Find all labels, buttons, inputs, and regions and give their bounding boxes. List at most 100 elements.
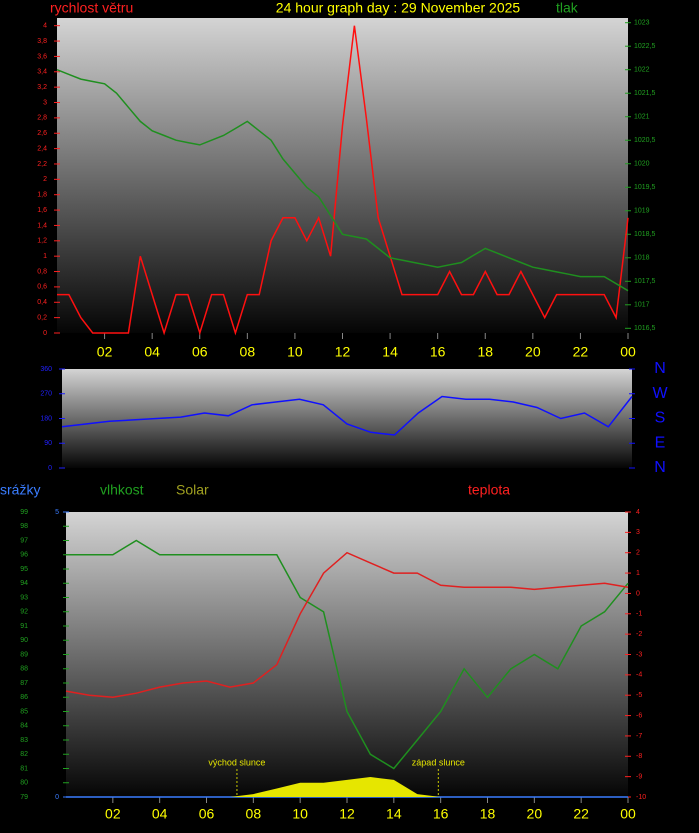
y-tick-label: 2,6 (37, 130, 47, 137)
y-tick-label: 3,2 (37, 84, 47, 91)
y-tick-label: W (652, 385, 668, 402)
y-tick-label: N (654, 459, 666, 476)
x-tick-label: 22 (573, 344, 589, 360)
x-tick-label: 02 (105, 806, 121, 822)
y-tick-label: -6 (636, 712, 642, 719)
x-tick-label: 18 (477, 344, 493, 360)
x-tick-label: 20 (525, 344, 541, 360)
y-tick-label: 3 (43, 99, 47, 106)
y-tick-label: -2 (636, 631, 642, 638)
y-tick-label: 4 (636, 509, 640, 516)
x-tick-label: 08 (246, 806, 262, 822)
x-tick-label: 04 (152, 806, 168, 822)
series-label: vlhkost (100, 482, 144, 498)
y-tick-label: 1017,5 (634, 278, 656, 285)
series-label: tlak (556, 0, 579, 16)
y-tick-label: 84 (20, 723, 28, 730)
series-label: teplota (468, 482, 510, 498)
y-tick-label: 95 (20, 566, 28, 573)
annotation: západ slunce (412, 757, 465, 767)
plot-area (57, 18, 628, 333)
x-tick-label: 14 (386, 806, 402, 822)
y-tick-label: 99 (20, 509, 28, 516)
y-tick-label: 270 (40, 391, 52, 398)
line (57, 25, 629, 336)
y-tick-label: 1021,5 (634, 90, 656, 97)
y-tick-label: 1019,5 (634, 184, 656, 191)
y-tick-label: 0,2 (37, 314, 47, 321)
x-tick-label: 10 (287, 344, 303, 360)
line (66, 539, 629, 770)
y-tick-label: 80 (20, 780, 28, 787)
x-tick-label: 04 (144, 344, 160, 360)
y-tick-label: 0,4 (37, 299, 47, 306)
y-tick-label: 92 (20, 609, 28, 616)
y-tick-label: -10 (636, 794, 646, 801)
x-tick-label: 06 (199, 806, 215, 822)
x-tick-label: 08 (240, 344, 256, 360)
chart-title: 24 hour graph day : 29 November 2025 (276, 0, 521, 16)
y-tick-label: 3 (636, 529, 640, 536)
y-tick-label: 94 (20, 580, 28, 587)
y-tick-label: S (655, 410, 666, 427)
x-tick-label: 14 (382, 344, 398, 360)
y-tick-label: 5 (55, 509, 59, 516)
y-tick-label: 98 (20, 523, 28, 530)
area (66, 777, 628, 797)
y-tick-label: N (654, 360, 666, 377)
y-tick-label: 360 (40, 366, 52, 373)
y-tick-label: 0 (43, 330, 47, 337)
x-tick-label: 10 (292, 806, 308, 822)
y-tick-label: 1016,5 (634, 325, 656, 332)
y-tick-label: -3 (636, 651, 642, 658)
y-tick-label: 87 (20, 680, 28, 687)
plot-area (66, 512, 628, 797)
y-tick-label: 1019 (634, 208, 650, 215)
x-tick-label: 02 (97, 344, 113, 360)
y-tick-label: 96 (20, 552, 28, 559)
x-tick-label: 16 (433, 806, 449, 822)
y-tick-label: 2 (636, 550, 640, 557)
annotation: východ slunce (208, 757, 265, 767)
x-tick-label: 20 (527, 806, 543, 822)
y-tick-label: 90 (20, 637, 28, 644)
y-tick-label: 4 (43, 23, 47, 30)
y-tick-label: 1,4 (37, 222, 47, 229)
y-tick-label: 3,8 (37, 38, 47, 45)
y-tick-label: 2,8 (37, 115, 47, 122)
x-tick-label: 06 (192, 344, 208, 360)
y-tick-label: -8 (636, 753, 642, 760)
y-tick-label: 93 (20, 594, 28, 601)
y-tick-label: 81 (20, 765, 28, 772)
y-tick-label: 85 (20, 708, 28, 715)
y-tick-label: 2,2 (37, 161, 47, 168)
y-tick-label: 0,6 (37, 284, 47, 291)
y-tick-label: E (655, 434, 666, 451)
x-tick-label: 12 (339, 806, 355, 822)
y-tick-label: 91 (20, 623, 28, 630)
y-tick-label: 1,2 (37, 238, 47, 245)
y-tick-label: 0 (55, 794, 59, 801)
x-tick-label: 18 (480, 806, 496, 822)
y-tick-label: 1,8 (37, 192, 47, 199)
line (65, 551, 629, 699)
x-tick-label: 22 (573, 806, 589, 822)
y-tick-label: 1023 (634, 20, 650, 27)
y-tick-label: 3,6 (37, 53, 47, 60)
y-tick-label: 82 (20, 751, 28, 758)
y-tick-label: 3,4 (37, 69, 47, 76)
x-tick-label: 12 (335, 344, 351, 360)
y-tick-label: 2,4 (37, 145, 47, 152)
y-tick-label: 97 (20, 537, 28, 544)
y-tick-label: 1017 (634, 302, 650, 309)
y-tick-label: 1,6 (37, 207, 47, 214)
y-tick-label: 1 (43, 253, 47, 260)
y-tick-label: 83 (20, 737, 28, 744)
line (56, 69, 629, 292)
y-tick-label: 90 (44, 440, 52, 447)
y-tick-label: 1020,5 (634, 137, 656, 144)
y-tick-label: 0 (636, 590, 640, 597)
y-tick-label: 1022 (634, 67, 650, 74)
y-tick-label: 89 (20, 651, 28, 658)
